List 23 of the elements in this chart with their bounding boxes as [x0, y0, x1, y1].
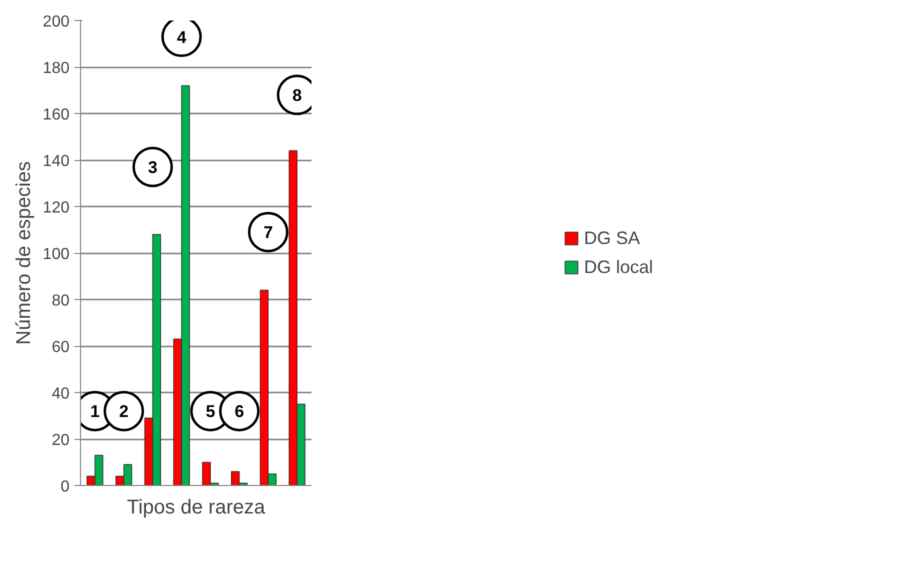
y-tick-label: 80	[52, 292, 70, 310]
y-tick-label: 100	[42, 246, 70, 263]
annotation: 2	[119, 402, 129, 422]
y-tick-label: 20	[52, 432, 70, 449]
annotation: 3	[148, 158, 158, 177]
y-axis-title: Número de especies	[12, 161, 35, 345]
annotation: 4	[176, 28, 187, 47]
x-axis-title: Tipos de rareza	[126, 496, 266, 518]
annotation: 8	[292, 86, 302, 105]
y-tick-label: 40	[52, 386, 70, 402]
y-tick-label: 60	[52, 339, 70, 356]
y-tick-label: 0	[60, 478, 70, 496]
y-tick-label: 120	[42, 200, 70, 216]
y-tick-label: 160	[42, 106, 70, 124]
y-tick-label: 200	[42, 14, 70, 30]
y-tick-label: 180	[42, 60, 70, 77]
y-tick-label: 140	[42, 153, 70, 170]
annotation: 1	[90, 402, 100, 422]
annotation: 7	[263, 223, 273, 242]
annotation: 5	[206, 402, 216, 422]
legend-label: DG SA	[584, 228, 640, 248]
annotation: 6	[234, 402, 244, 422]
legend-label: DG local	[584, 256, 654, 278]
